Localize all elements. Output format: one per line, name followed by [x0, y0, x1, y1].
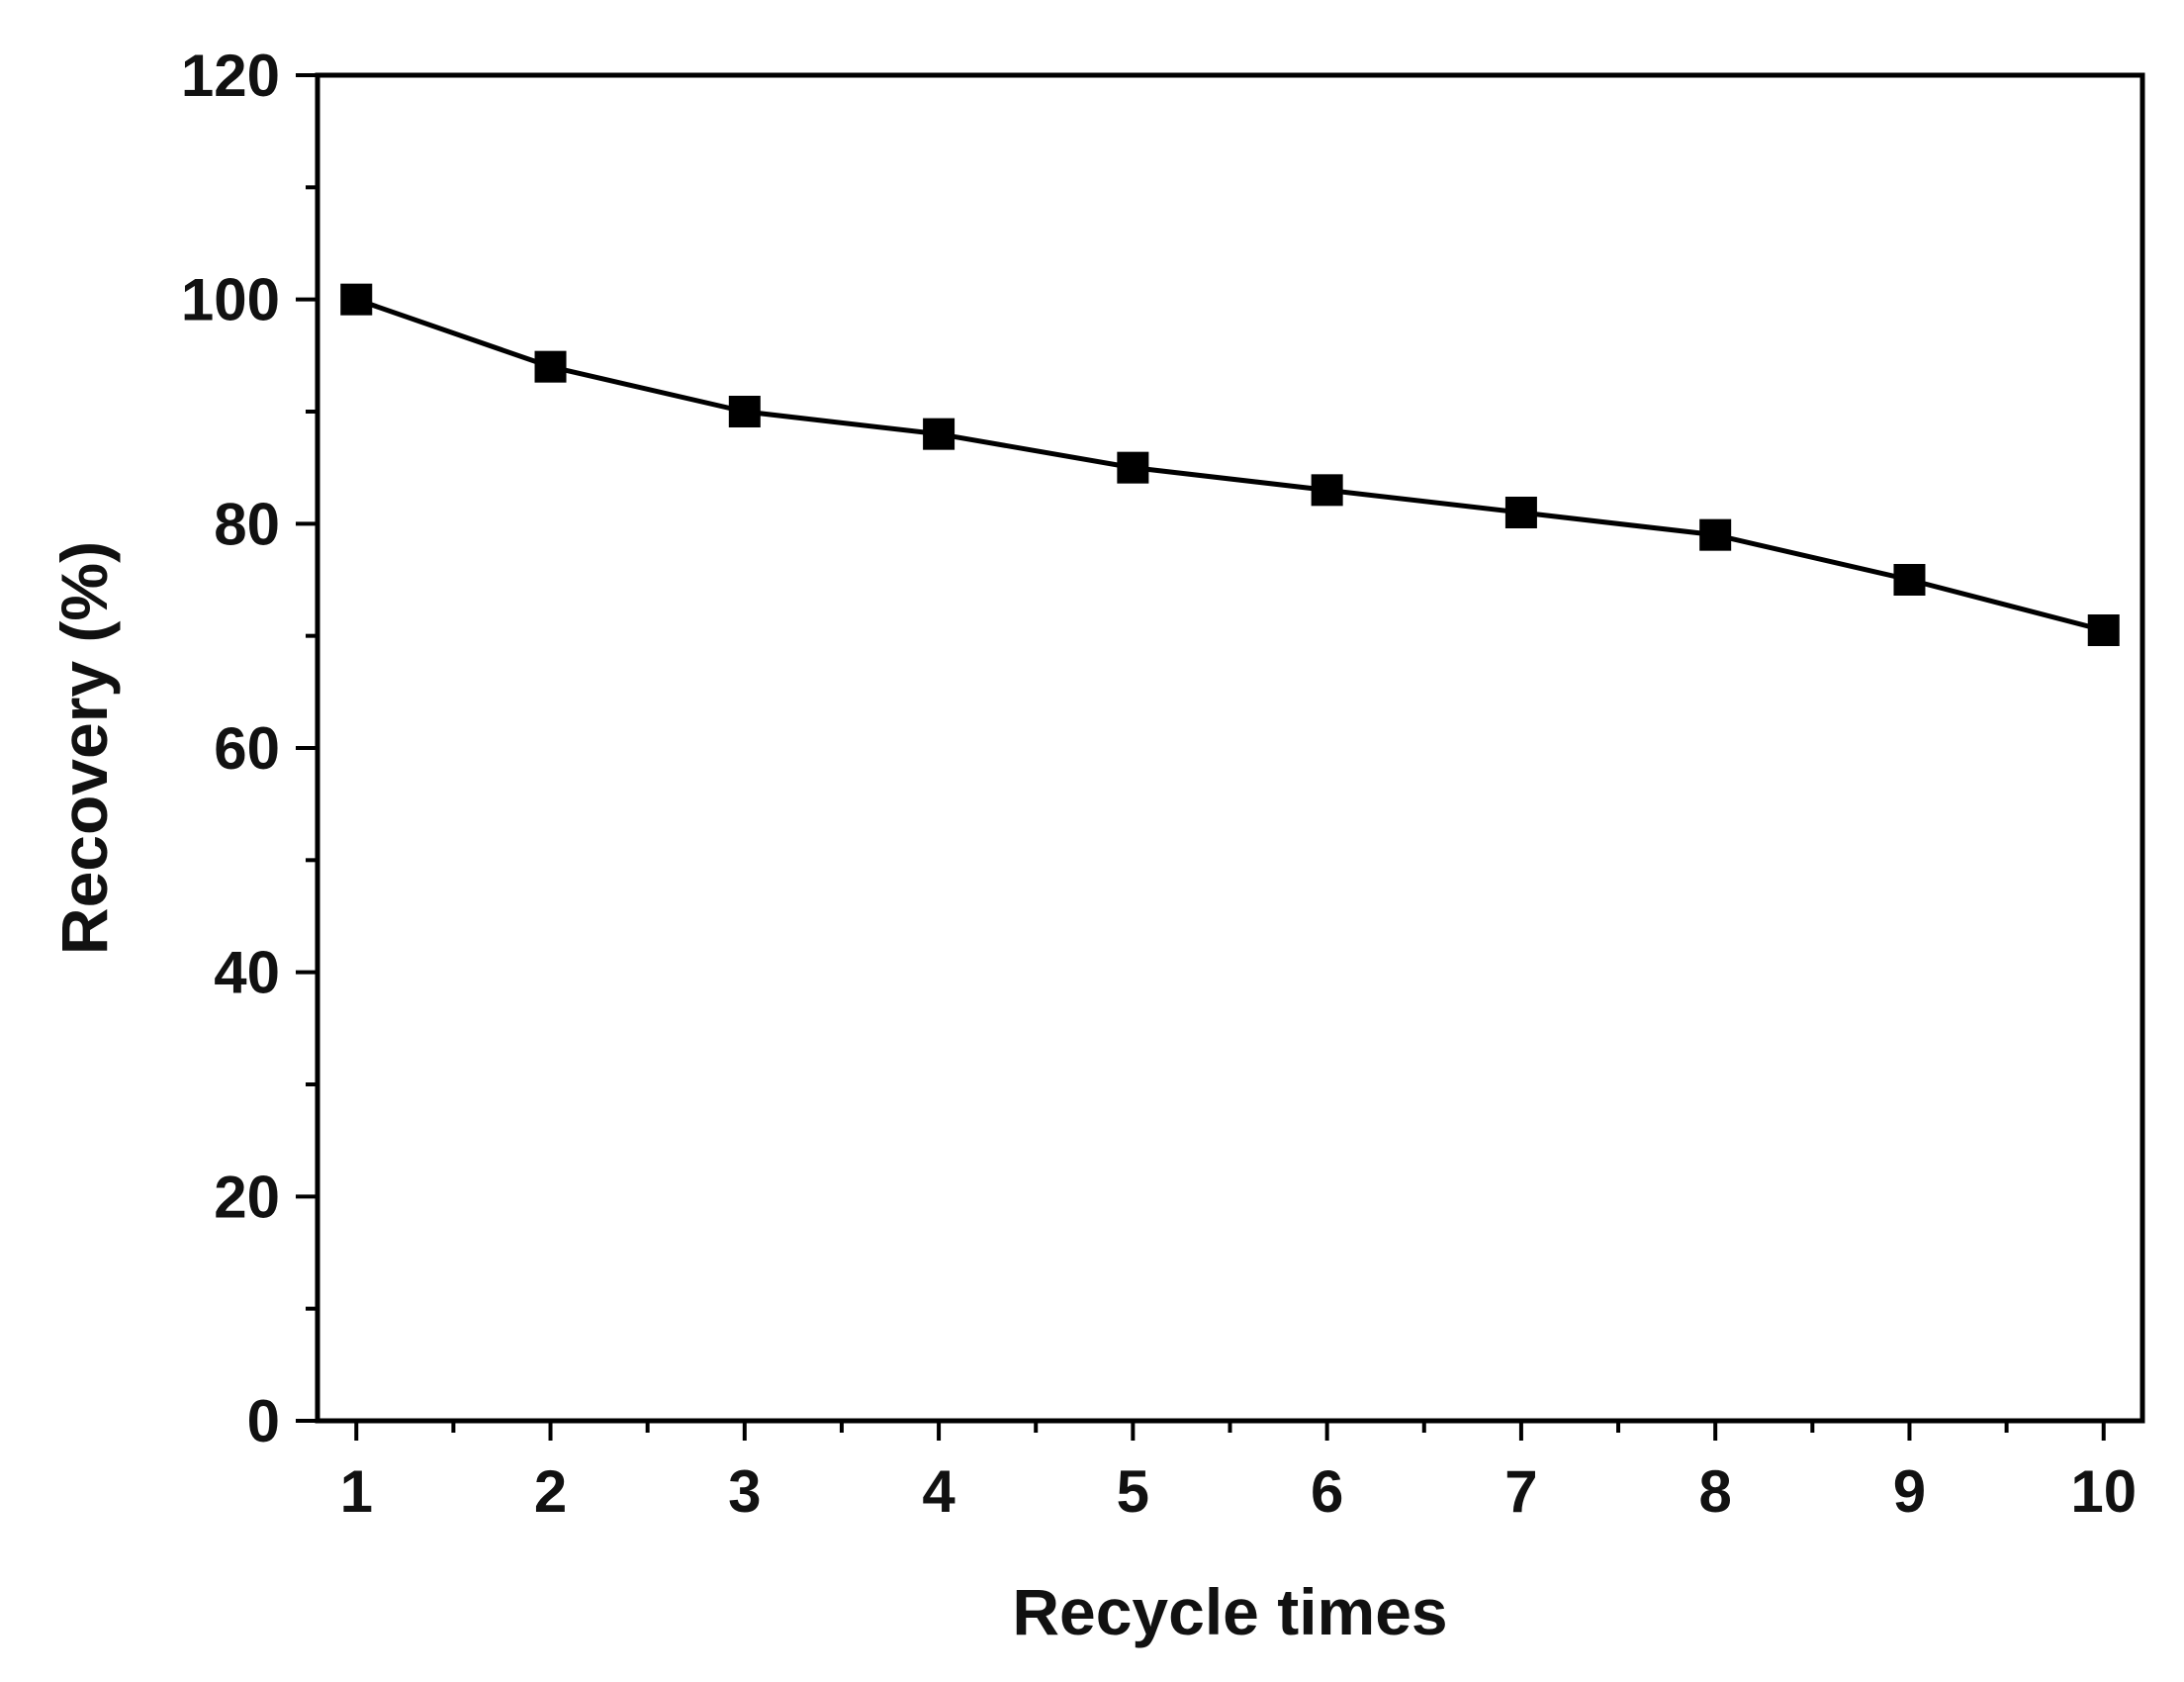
y-tick-label: 80: [214, 491, 280, 557]
x-tick-label: 2: [534, 1458, 567, 1525]
x-tick-label: 6: [1311, 1458, 1343, 1525]
data-point: [1311, 474, 1343, 507]
x-tick-label: 9: [1893, 1458, 1926, 1525]
x-axis-label: Recycle times: [1012, 1575, 1447, 1648]
y-tick-label: 120: [181, 43, 280, 109]
data-point: [728, 396, 761, 427]
data-point: [923, 418, 956, 450]
x-axis-ticks: 1 2 3 4 5 6 7 8 9 10: [340, 1421, 2137, 1525]
y-tick-label: 20: [214, 1164, 280, 1230]
x-tick-label: 3: [728, 1458, 761, 1525]
data-point: [534, 350, 567, 383]
plot-border: [315, 72, 2145, 1424]
series-line: [355, 297, 2105, 633]
data-point: [1117, 451, 1149, 484]
y-tick-label: 0: [247, 1388, 280, 1454]
y-axis-ticks: 0 20 40 60 80 100 120: [181, 43, 318, 1454]
data-point: [1504, 497, 1537, 528]
x-tick-label: 8: [1699, 1458, 1732, 1525]
x-tick-label: 4: [922, 1458, 956, 1525]
y-tick-label: 100: [181, 267, 280, 333]
series-layer: [340, 283, 2120, 646]
plot-frame: [315, 72, 2145, 1424]
y-tick-label: 40: [214, 940, 280, 1006]
y-tick-label: 60: [214, 715, 280, 782]
x-tick-label: 1: [340, 1458, 373, 1525]
data-point: [340, 283, 373, 316]
data-point: [2087, 614, 2120, 646]
x-tick-label: 10: [2070, 1458, 2137, 1525]
x-tick-label: 5: [1117, 1458, 1149, 1525]
data-point: [1893, 564, 1926, 596]
x-tick-label: 7: [1504, 1458, 1537, 1525]
y-axis-label: Recovery (%): [47, 541, 121, 955]
data-point: [1699, 518, 1732, 551]
